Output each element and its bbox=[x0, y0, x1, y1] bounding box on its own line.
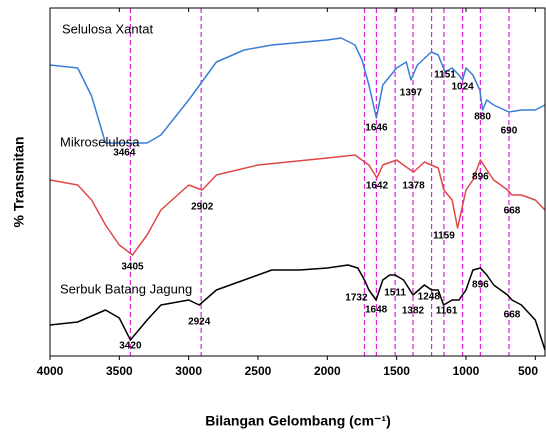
x-tick-label: 1500 bbox=[383, 364, 410, 378]
peak-label: 2924 bbox=[188, 317, 211, 328]
peak-label: 3464 bbox=[113, 148, 136, 159]
peak-label: 668 bbox=[504, 310, 521, 321]
peak-label: 1648 bbox=[365, 305, 388, 316]
peak-label: 1248 bbox=[418, 292, 441, 303]
x-tick-label: 2500 bbox=[245, 364, 272, 378]
series-label: Mikroselulosa bbox=[60, 134, 140, 149]
peak-label: 1378 bbox=[402, 181, 425, 192]
peak-label: 1382 bbox=[402, 306, 425, 317]
peak-label: 3405 bbox=[121, 262, 144, 273]
peak-label: 2902 bbox=[191, 202, 214, 213]
spectrum-line bbox=[49, 37, 546, 144]
peak-label: 1397 bbox=[400, 88, 423, 99]
spectrum-line bbox=[49, 264, 546, 351]
peak-label: 1732 bbox=[345, 293, 368, 304]
x-tick-label: 4000 bbox=[37, 364, 64, 378]
x-tick-label: 3000 bbox=[175, 364, 202, 378]
peak-label: 1511 bbox=[384, 288, 406, 299]
x-axis-title: Bilangan Gelombang (cm⁻¹) bbox=[205, 413, 391, 429]
spectrum-line bbox=[49, 154, 546, 256]
peak-label: 1024 bbox=[452, 82, 475, 93]
peak-label: 668 bbox=[504, 206, 521, 217]
peak-label: 896 bbox=[472, 172, 489, 183]
x-tick-label: 500 bbox=[518, 364, 538, 378]
peak-label: 690 bbox=[501, 126, 518, 137]
series-label: Selulosa Xantat bbox=[62, 21, 153, 36]
peak-label: 1646 bbox=[365, 123, 388, 134]
peak-label: 1642 bbox=[366, 181, 389, 192]
peak-label: 3420 bbox=[119, 341, 142, 352]
peak-label: 1151 bbox=[434, 70, 456, 81]
peak-label: 1161 bbox=[436, 306, 458, 317]
x-tick-label: 1000 bbox=[453, 364, 480, 378]
x-tick-label: 3500 bbox=[106, 364, 133, 378]
peak-label: 896 bbox=[472, 280, 489, 291]
peak-label: 1159 bbox=[433, 231, 455, 242]
plot-frame bbox=[49, 7, 546, 357]
y-axis-title: % Transmitan bbox=[11, 136, 27, 227]
peak-label: 880 bbox=[474, 112, 491, 123]
x-tick-label: 2000 bbox=[314, 364, 341, 378]
series-label: Serbuk Batang Jagung bbox=[60, 281, 192, 296]
